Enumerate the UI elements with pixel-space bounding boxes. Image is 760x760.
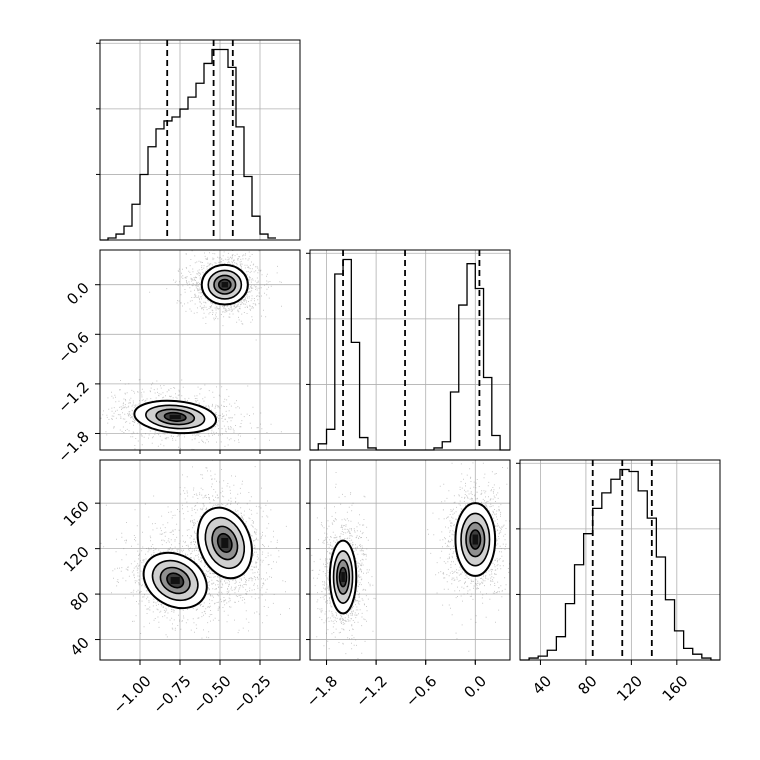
density-peak bbox=[170, 576, 180, 584]
joint-panel-1-2 bbox=[309, 459, 511, 661]
panel-frame bbox=[99, 459, 301, 661]
panel-frame bbox=[99, 249, 301, 451]
panel-frame bbox=[309, 249, 511, 451]
histogram-step bbox=[520, 468, 720, 661]
y-tick-label-p2: 80 bbox=[67, 588, 93, 614]
density-peak bbox=[341, 572, 345, 583]
y-tick-label-p2: 120 bbox=[60, 543, 93, 576]
histogram-step bbox=[100, 48, 276, 241]
x-tick-label-p1: 0.0 bbox=[460, 672, 490, 702]
y-tick-label-p1: 0.0 bbox=[63, 279, 93, 309]
y-tick-label-p1: −1.8 bbox=[54, 428, 92, 466]
joint-panel-0-1 bbox=[99, 249, 301, 451]
x-tick-label-p2: 80 bbox=[574, 672, 600, 698]
y-tick-label-p1: −1.2 bbox=[54, 378, 92, 416]
x-tick-label-p0: −0.75 bbox=[150, 672, 195, 717]
density-peak bbox=[221, 281, 228, 288]
y-tick-label-p2: 160 bbox=[60, 497, 93, 530]
y-tick-label-p2: 40 bbox=[67, 634, 93, 660]
joint-panel-0-2 bbox=[99, 459, 301, 661]
x-tick-label-p2: 120 bbox=[613, 672, 646, 705]
x-tick-label-p1: −0.6 bbox=[402, 672, 440, 710]
y-tick-label-p1: −0.6 bbox=[54, 328, 92, 366]
panel-frame bbox=[309, 459, 511, 661]
x-tick-label-p0: −0.50 bbox=[190, 672, 235, 717]
panel-frame bbox=[519, 459, 721, 661]
x-tick-label-p0: −0.25 bbox=[230, 672, 275, 717]
hist-panel-1 bbox=[306, 249, 511, 451]
density-peak bbox=[169, 414, 181, 420]
x-tick-label-p1: −1.2 bbox=[352, 672, 390, 710]
hist-panel-0 bbox=[96, 39, 301, 241]
density-peak bbox=[472, 534, 479, 545]
x-tick-label-p1: −1.8 bbox=[303, 672, 341, 710]
x-tick-label-p2: 160 bbox=[659, 672, 692, 705]
x-tick-label-p0: −1.00 bbox=[110, 672, 155, 717]
x-tick-label-p2: 40 bbox=[529, 672, 555, 698]
density-peak bbox=[221, 537, 229, 548]
panel-frame bbox=[99, 39, 301, 241]
hist-panel-2 bbox=[516, 459, 721, 661]
